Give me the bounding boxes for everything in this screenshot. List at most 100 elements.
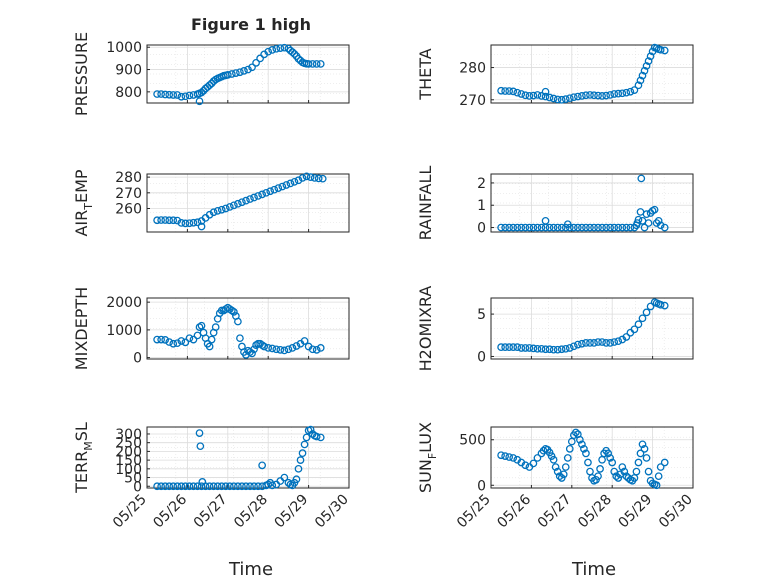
data-point (654, 216, 663, 225)
data-point (165, 90, 174, 99)
y-tick-label: 1000 (106, 323, 142, 339)
axes-box (490, 297, 694, 360)
data-point (290, 177, 299, 186)
data-point (501, 223, 509, 232)
data-point (614, 89, 623, 98)
data-point (217, 205, 226, 214)
x-tick-label: 05/26 (150, 491, 190, 531)
data-point (626, 87, 635, 96)
data-point (557, 345, 566, 354)
axes-box (146, 426, 350, 489)
data-point (270, 185, 279, 194)
data-point (553, 345, 562, 354)
y-tick-label: 0 (477, 478, 486, 494)
data-point (302, 433, 311, 442)
x-axis-label-left: Time (228, 559, 273, 580)
data-point (660, 458, 669, 467)
data-point (610, 223, 619, 232)
data-point (598, 338, 606, 346)
y-tick-label: 50 (124, 471, 142, 487)
data-point (223, 71, 232, 79)
data-point (234, 317, 242, 326)
data-point (296, 456, 305, 464)
data-point (525, 92, 534, 100)
x-tick-label: 05/29 (616, 492, 656, 532)
data-point (553, 95, 562, 104)
y-tick-label: 0 (477, 221, 486, 237)
data-point (316, 344, 325, 352)
data-point (181, 219, 190, 228)
data-point (525, 223, 534, 232)
data-point (173, 482, 182, 491)
data-point (234, 199, 242, 208)
data-point (622, 223, 631, 232)
y-tick-label: 500 (459, 433, 486, 449)
data-point (574, 92, 582, 101)
data-point (169, 91, 178, 99)
data-point (225, 203, 234, 211)
data-point (173, 91, 182, 99)
data-point (632, 467, 641, 476)
axes-box (146, 297, 350, 360)
data-point (316, 60, 325, 68)
data-point (185, 482, 194, 491)
data-point (549, 223, 558, 232)
data-point (533, 454, 542, 462)
data-point (517, 90, 526, 98)
data-point (533, 91, 542, 99)
data-point (153, 335, 161, 344)
data-point (637, 174, 646, 183)
data-point (213, 482, 222, 491)
data-point (549, 94, 558, 103)
data-point (213, 206, 222, 215)
data-point (153, 482, 161, 491)
data-point (302, 172, 311, 181)
data-point (642, 210, 651, 219)
data-point (517, 223, 526, 232)
y-tick-label: 100 (115, 462, 142, 478)
axes-box (490, 426, 694, 489)
data-point (264, 344, 273, 352)
data-point (177, 337, 186, 345)
data-point (266, 187, 275, 196)
data-point (209, 482, 218, 491)
data-point (205, 482, 214, 491)
data-point (310, 174, 319, 182)
data-point (169, 339, 178, 348)
data-point (181, 338, 190, 347)
data-point (555, 472, 564, 481)
data-point (586, 467, 594, 476)
data-point (574, 223, 582, 232)
data-point (272, 345, 281, 354)
data-point (563, 454, 572, 462)
y-axis-label: TERRMSL (72, 422, 95, 494)
data-point (594, 472, 602, 481)
data-point (250, 482, 258, 491)
data-point (529, 223, 538, 232)
data-point (230, 482, 238, 491)
data-point (157, 482, 165, 491)
data-point (304, 60, 313, 68)
data-point (505, 453, 514, 461)
y-tick-label: 200 (115, 444, 142, 460)
data-point (638, 314, 647, 323)
y-tick-label: 2 (477, 176, 486, 192)
data-point (157, 90, 165, 98)
data-point (318, 174, 327, 183)
data-point (197, 321, 206, 330)
x-tick-label: 05/25 (454, 492, 494, 532)
data-point (193, 331, 202, 340)
data-point (654, 472, 663, 481)
data-point (238, 198, 246, 207)
data-point (513, 343, 522, 351)
data-point (292, 342, 301, 350)
data-point (644, 219, 653, 227)
data-point (594, 338, 602, 346)
data-point (157, 216, 165, 224)
data-point (298, 449, 307, 457)
data-point (278, 182, 287, 191)
data-point (656, 221, 665, 230)
data-point (610, 467, 619, 476)
data-point (636, 76, 645, 85)
